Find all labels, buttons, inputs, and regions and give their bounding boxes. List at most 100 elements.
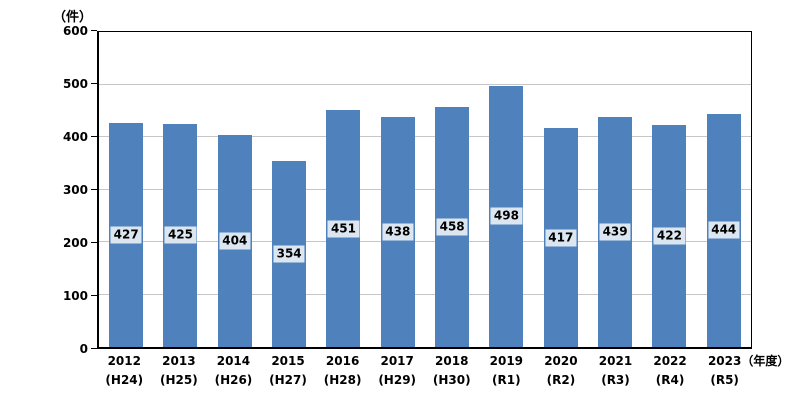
bar-slot: 354: [262, 32, 316, 347]
bar-slot: 439: [588, 32, 642, 347]
x-label-slot: 2019 (R1): [479, 352, 534, 390]
bar: 417: [543, 128, 578, 347]
x-category-sublabel: (R4): [655, 373, 685, 387]
y-tick-mark: [91, 30, 97, 31]
x-label-slot: 2022 (R4): [643, 352, 698, 390]
y-tick-label: 200: [62, 236, 88, 250]
bar-value-label: 354: [273, 245, 305, 263]
x-category-sublabel: (H27): [269, 373, 307, 387]
bar-value-label: 417: [545, 229, 577, 247]
gridlines: [99, 32, 751, 347]
y-tick-mark: [91, 295, 97, 296]
x-category-label: 2023 （年度）: [708, 352, 789, 371]
x-axis-suffix: （年度）: [741, 354, 789, 368]
x-category-sublabel: (R3): [601, 373, 630, 387]
x-category-sublabel: (R2): [546, 373, 576, 387]
bar: 444: [706, 113, 741, 347]
x-label-slot: 2021 (R3): [588, 352, 643, 390]
x-label-slot: 2017 (H29): [370, 352, 425, 390]
gridline-300: [99, 188, 751, 190]
bar-slot: 458: [425, 32, 479, 347]
bar-slot: 427: [99, 32, 153, 347]
plot-area: 427 425 404 354 451 438 458 498 417 439 422 444: [97, 31, 752, 349]
y-axis-tick-marks: [91, 30, 97, 349]
x-label-slot: 2013 (H25): [152, 352, 207, 390]
bar-value-label: 498: [490, 207, 522, 225]
bar: 458: [435, 106, 470, 347]
gridline-400: [99, 136, 751, 137]
bar-slot: 444: [697, 32, 751, 347]
x-category-sublabel: (H30): [432, 373, 471, 387]
bar: 354: [272, 161, 307, 347]
x-category-label: 2017: [380, 354, 414, 368]
y-tick-label: 500: [62, 77, 88, 91]
x-label-slot: 2014 (H26): [206, 352, 261, 390]
x-category-label: 2012: [107, 354, 141, 368]
y-axis-unit-label: （件）: [52, 10, 92, 25]
y-tick-mark: [91, 189, 97, 190]
bar-value-label: 422: [653, 227, 685, 245]
y-tick-mark: [91, 82, 97, 84]
bar: 427: [109, 122, 144, 347]
gridline-100: [99, 293, 751, 295]
bar-value-label: 451: [327, 220, 359, 238]
x-category-sublabel: (H24): [105, 373, 144, 387]
x-category-sublabel: (H25): [160, 373, 198, 387]
x-category-label: 2021: [598, 354, 633, 368]
bar: 425: [163, 123, 198, 347]
x-category-label: 2016: [325, 354, 360, 368]
x-category-line: 2012: [97, 352, 152, 371]
x-category-sublabel: (R5): [710, 373, 739, 387]
x-category-line: 2018: [424, 352, 479, 371]
x-category-label: 2020: [544, 354, 578, 368]
x-category-line: 2020: [534, 352, 589, 371]
gridline-200: [99, 241, 751, 242]
bar: 422: [652, 125, 687, 347]
y-tick-label: 600: [62, 24, 88, 38]
x-category-line: 2017: [370, 352, 425, 371]
x-category-line: 2021: [588, 352, 643, 371]
bar-value-label: 438: [382, 223, 414, 241]
bar: 451: [326, 110, 361, 347]
x-category-line: 2019: [479, 352, 534, 371]
bar: 438: [380, 117, 415, 347]
bar: 404: [217, 134, 252, 347]
x-label-slot: 2023 （年度） (R5): [697, 352, 789, 390]
x-label-slot: 2012 (H24): [97, 352, 152, 390]
x-category-sublabel: (H26): [214, 373, 253, 387]
x-label-slot: 2016 (H28): [315, 352, 370, 390]
bar-value-label: 444: [708, 221, 740, 239]
x-category-line: 2014: [206, 352, 261, 371]
bar: 498: [489, 85, 524, 347]
bar-value-label: 404: [219, 232, 251, 250]
bar: 439: [598, 116, 633, 347]
x-category-line: 2015: [261, 352, 316, 371]
y-tick-label: 400: [62, 130, 88, 144]
x-category-label: 2014: [216, 354, 251, 368]
bars-container: 427 425 404 354 451 438 458 498 417 439 422 444: [99, 32, 751, 347]
x-category-line: 2013: [152, 352, 207, 371]
x-label-slot: 2020 (R2): [534, 352, 589, 390]
x-label-slot: 2018 (H30): [424, 352, 479, 390]
bar-value-label: 425: [164, 226, 197, 244]
x-category-label: 2015: [271, 354, 305, 368]
x-category-sublabel: (H29): [378, 373, 417, 387]
bar-value-label: 439: [599, 223, 631, 241]
x-label-slot: 2015 (H27): [261, 352, 316, 390]
y-tick-label: 0: [79, 342, 88, 356]
y-tick-label: 100: [62, 289, 88, 303]
y-tick-mark: [91, 348, 97, 349]
y-tick-mark: [91, 135, 97, 137]
x-category-label: 2022: [653, 354, 687, 368]
bar-value-label: 427: [110, 226, 142, 244]
x-category-line: 2016: [315, 352, 370, 371]
bar-slot: 498: [479, 32, 533, 347]
x-category-line: 2022: [643, 352, 698, 371]
bar-slot: 425: [153, 32, 207, 347]
x-category-sublabel: (H28): [323, 373, 362, 387]
bar-slot: 438: [371, 32, 425, 347]
x-category-line: 2023 （年度）: [697, 352, 789, 371]
bar-slot: 422: [642, 32, 696, 347]
gridline-500: [99, 83, 751, 85]
